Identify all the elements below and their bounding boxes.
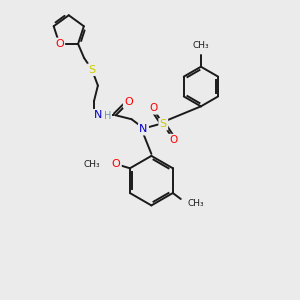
Text: O: O bbox=[149, 103, 158, 113]
Text: O: O bbox=[124, 98, 133, 107]
Text: O: O bbox=[55, 39, 64, 49]
Text: CH₃: CH₃ bbox=[188, 200, 204, 208]
Text: O: O bbox=[169, 135, 177, 145]
Text: S: S bbox=[88, 65, 95, 75]
Text: N: N bbox=[94, 110, 102, 120]
Text: N: N bbox=[139, 124, 148, 134]
Text: S: S bbox=[160, 119, 167, 129]
Text: O: O bbox=[112, 159, 120, 169]
Text: H: H bbox=[104, 111, 111, 121]
Text: CH₃: CH₃ bbox=[193, 41, 209, 50]
Text: CH₃: CH₃ bbox=[84, 160, 100, 169]
